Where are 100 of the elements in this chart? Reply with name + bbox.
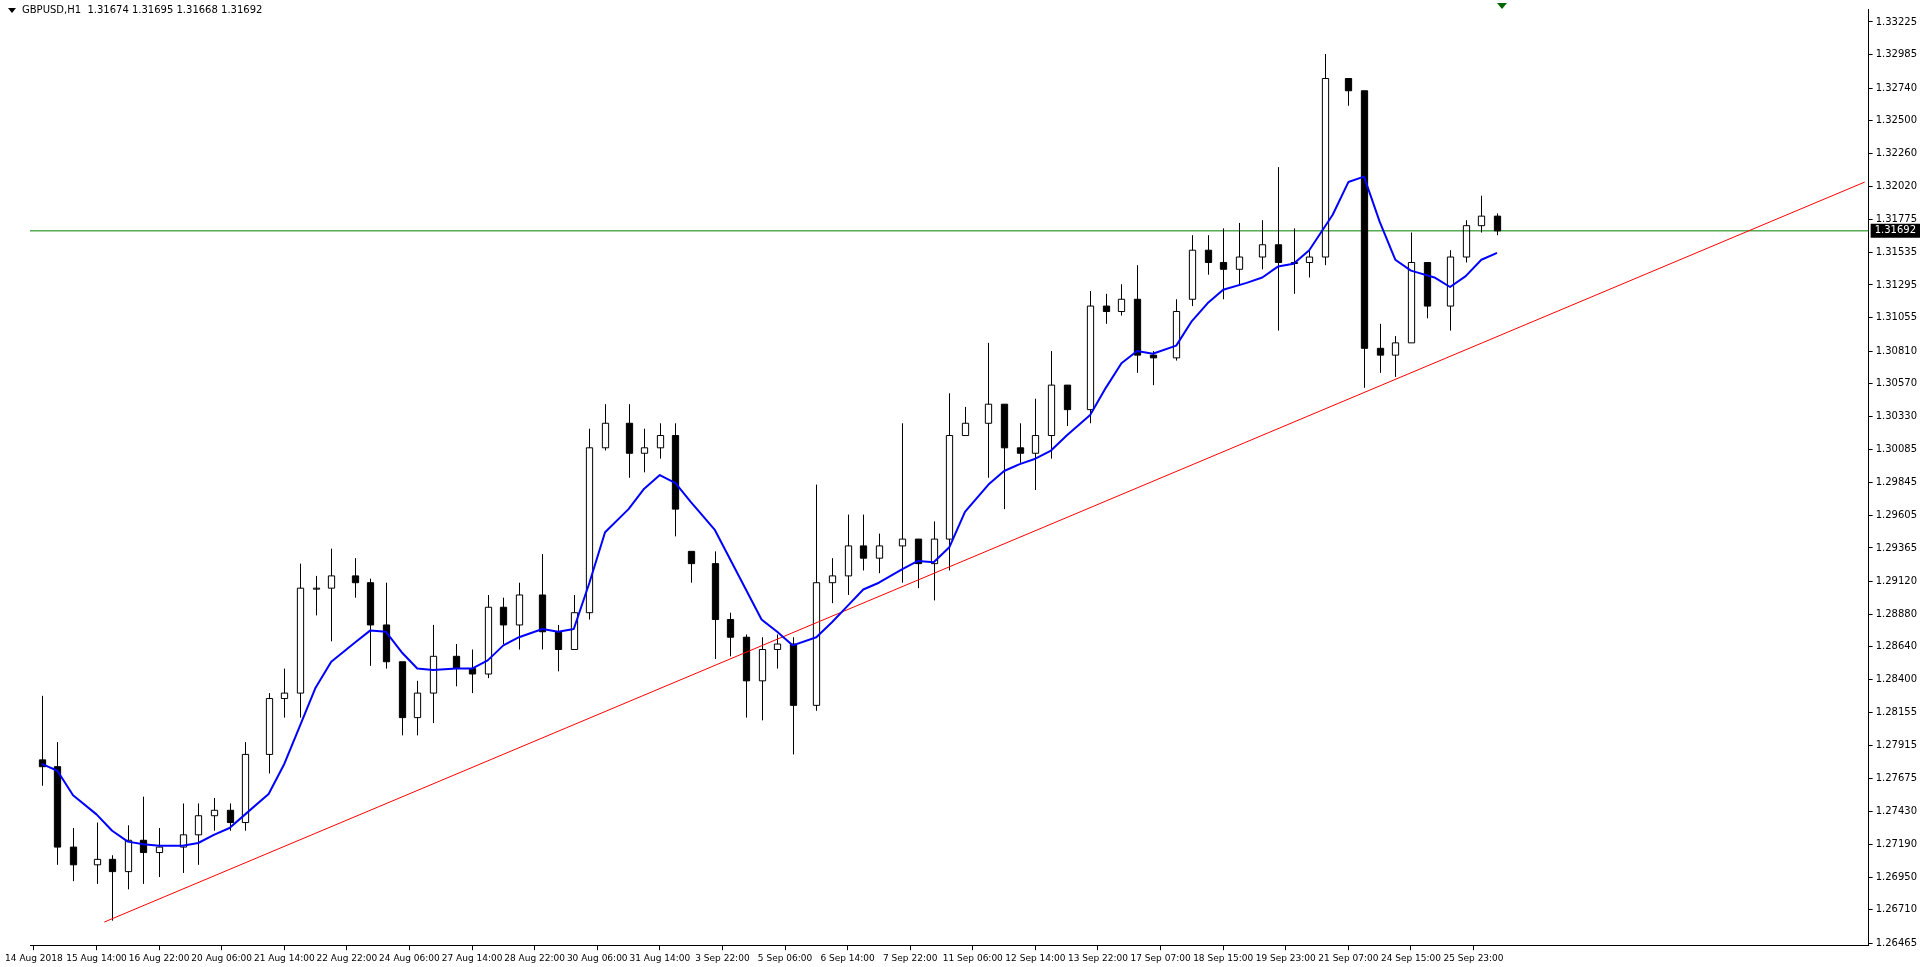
y-tick-label: 1.31295 bbox=[1875, 278, 1918, 290]
y-tick-label: 1.28880 bbox=[1875, 607, 1918, 619]
candlestick bbox=[656, 422, 665, 460]
y-tick-label: 1.28400 bbox=[1875, 673, 1918, 685]
x-tick-label: 22 Aug 22:00 bbox=[316, 952, 378, 963]
x-tick-label: 13 Sep 22:00 bbox=[1067, 952, 1129, 963]
candlestick bbox=[241, 741, 250, 832]
candlestick bbox=[179, 802, 188, 874]
y-tick-label: 1.27430 bbox=[1875, 805, 1918, 817]
y-tick-label: 1.26950 bbox=[1875, 870, 1918, 882]
x-tick-label: 3 Sep 22:00 bbox=[695, 952, 750, 963]
x-tick-label: 25 Sep 23:00 bbox=[1443, 952, 1504, 963]
x-tick-label: 5 Sep 06:00 bbox=[757, 952, 813, 963]
candlestick bbox=[1446, 249, 1455, 332]
candlestick bbox=[1391, 335, 1400, 378]
y-tick-label: 1.26710 bbox=[1875, 903, 1918, 915]
candlestick bbox=[1188, 234, 1197, 307]
candlestick bbox=[296, 563, 305, 719]
candlestick bbox=[484, 594, 493, 679]
candlestick bbox=[875, 533, 884, 574]
y-tick-label: 1.27915 bbox=[1875, 739, 1918, 751]
y-tick-label: 1.32020 bbox=[1875, 179, 1918, 191]
x-tick-label: 12 Sep 14:00 bbox=[1005, 952, 1066, 963]
candlestick bbox=[280, 668, 289, 719]
x-tick-label: 17 Sep 07:00 bbox=[1130, 952, 1191, 963]
candlestick bbox=[758, 636, 767, 721]
y-tick-label: 1.33225 bbox=[1875, 15, 1918, 27]
candlestick bbox=[312, 575, 321, 616]
candlestick bbox=[124, 824, 133, 890]
candlestick bbox=[773, 634, 782, 670]
candlestick bbox=[1172, 298, 1181, 362]
candlestick bbox=[812, 484, 821, 712]
y-tick-label: 1.30570 bbox=[1875, 377, 1918, 389]
x-tick-label: 24 Sep 15:00 bbox=[1380, 952, 1442, 963]
x-tick-label: 21 Sep 07:00 bbox=[1318, 952, 1379, 963]
y-tick-label: 1.30085 bbox=[1875, 443, 1918, 455]
candlestick bbox=[1235, 222, 1244, 285]
x-tick-label: 11 Sep 06:00 bbox=[942, 952, 1004, 963]
x-tick-label: 31 Aug 14:00 bbox=[629, 952, 691, 963]
y-tick-label: 1.29605 bbox=[1875, 508, 1918, 520]
candlestick bbox=[945, 392, 954, 571]
candlestick bbox=[155, 827, 164, 878]
x-tick-label: 27 Aug 14:00 bbox=[441, 952, 503, 963]
x-tick-label: 7 Sep 22:00 bbox=[883, 952, 938, 963]
candlestick bbox=[1258, 219, 1267, 270]
candlestick bbox=[570, 594, 579, 650]
y-tick-label: 1.29845 bbox=[1875, 476, 1918, 488]
x-tick-label: 28 Aug 22:00 bbox=[504, 952, 566, 963]
candlestick bbox=[413, 680, 422, 736]
x-tick-label: 16 Aug 22:00 bbox=[128, 952, 190, 963]
y-tick-label: 1.28155 bbox=[1875, 706, 1918, 718]
candlestick bbox=[844, 514, 853, 596]
candlestick bbox=[930, 520, 939, 601]
y-tick-label: 1.32985 bbox=[1875, 48, 1918, 60]
candlestick bbox=[585, 428, 594, 621]
candlestick bbox=[828, 557, 837, 604]
candlestick bbox=[1477, 195, 1486, 233]
candlestick bbox=[601, 403, 610, 452]
y-tick-label: 1.30810 bbox=[1875, 344, 1918, 356]
y-tick-label: 1.27190 bbox=[1875, 837, 1918, 849]
candlestick bbox=[265, 692, 274, 774]
y-tick-label: 1.31535 bbox=[1875, 245, 1918, 257]
y-tick-label: 1.28640 bbox=[1875, 640, 1918, 652]
y-tick-label: 1.32500 bbox=[1875, 114, 1918, 126]
candlestick bbox=[1305, 249, 1314, 278]
ref-line-label: 1.31692 bbox=[1874, 224, 1917, 236]
candlestick bbox=[1321, 53, 1330, 266]
candlestick bbox=[515, 582, 524, 650]
y-tick-label: 1.31775 bbox=[1875, 213, 1918, 225]
y-tick-label: 1.30330 bbox=[1875, 410, 1918, 422]
y-tick-label: 1.26465 bbox=[1875, 936, 1918, 948]
x-tick-label: 6 Sep 14:00 bbox=[820, 952, 876, 963]
x-tick-label: 18 Sep 15:00 bbox=[1193, 952, 1254, 963]
candlestick bbox=[640, 428, 649, 473]
candlestick bbox=[93, 822, 102, 885]
x-tick-label: 20 Aug 06:00 bbox=[191, 952, 253, 963]
candlestick bbox=[1031, 398, 1040, 491]
x-tick-label: 19 Sep 23:00 bbox=[1255, 952, 1317, 963]
candlestick bbox=[194, 802, 203, 866]
y-tick-label: 1.32740 bbox=[1875, 81, 1918, 93]
y-tick-label: 1.29365 bbox=[1875, 541, 1918, 553]
x-tick-label: 15 Aug 14:00 bbox=[66, 952, 128, 963]
y-tick-label: 1.27675 bbox=[1875, 771, 1918, 783]
x-tick-label: 14 Aug 2018 bbox=[5, 952, 64, 963]
candlestick bbox=[1086, 290, 1095, 424]
y-tick-label: 1.29120 bbox=[1875, 574, 1918, 586]
y-tick-label: 1.31055 bbox=[1875, 311, 1918, 323]
x-tick-label: 21 Aug 14:00 bbox=[253, 952, 315, 963]
candlestick bbox=[327, 548, 336, 642]
x-tick-label: 24 Aug 06:00 bbox=[379, 952, 441, 963]
candlestick bbox=[210, 797, 219, 832]
candlestick bbox=[1117, 283, 1126, 317]
y-tick-label: 1.32260 bbox=[1875, 147, 1918, 159]
x-tick-label: 30 Aug 06:00 bbox=[566, 952, 628, 963]
candlestick bbox=[1407, 231, 1416, 344]
chart-title: GBPUSD,H1 1.31674 1.31695 1.31668 1.31692 bbox=[22, 4, 263, 15]
candlestick bbox=[961, 406, 970, 437]
candlestick bbox=[898, 422, 907, 584]
candlestick bbox=[429, 624, 438, 724]
candlestick bbox=[1047, 350, 1056, 460]
